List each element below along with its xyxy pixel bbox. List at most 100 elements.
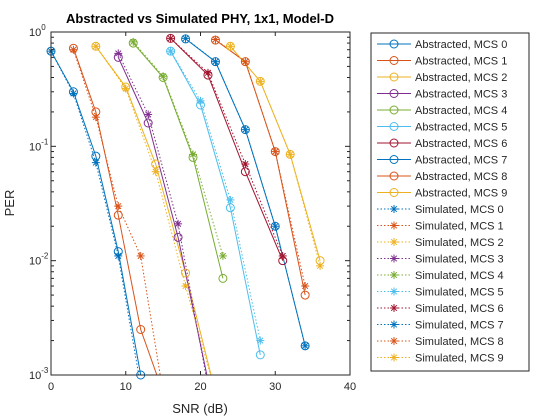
legend-marker-6	[389, 122, 399, 131]
legend-marker-3	[389, 72, 399, 82]
series-19-point	[271, 147, 280, 156]
legend-marker-8	[389, 155, 399, 164]
legend-marker-15	[390, 271, 398, 279]
legend-label-16: Simulated, MCS 5	[415, 287, 504, 299]
series-13-point	[91, 42, 100, 51]
series-11-point	[114, 251, 123, 260]
legend-label-19: Simulated, MCS 8	[415, 336, 504, 348]
legend-marker-16	[390, 287, 398, 296]
series-line-6	[170, 50, 261, 355]
series-line-11	[51, 50, 140, 375]
series-17-point	[166, 34, 175, 43]
series-4-point	[173, 232, 183, 242]
legend-box	[370, 32, 530, 372]
y-tick-label: 100	[29, 23, 46, 39]
legend-label-18: Simulated, MCS 7	[415, 320, 504, 332]
legend-marker-12	[390, 221, 398, 230]
legend-marker-5	[389, 105, 399, 115]
legend-label-3: Abstracted, MCS 2	[415, 72, 507, 84]
series-12-point	[91, 113, 100, 122]
legend-label-14: Simulated, MCS 3	[415, 254, 504, 266]
series-13-point	[181, 282, 190, 291]
y-tick-label: 10-1	[29, 137, 49, 153]
plot-area	[51, 32, 350, 375]
series-16-point	[166, 47, 175, 56]
series-19-point	[211, 35, 220, 44]
legend-label-7: Abstracted, MCS 6	[415, 138, 507, 150]
series-11-point	[69, 89, 78, 98]
series-16-point	[256, 336, 265, 345]
series-19-point	[241, 57, 250, 66]
series-3-point	[181, 268, 191, 278]
series-line-3	[95, 45, 212, 375]
series-15-point	[218, 251, 227, 260]
x-axis-label: SNR (dB)	[172, 401, 228, 416]
x-tick-label: 30	[269, 381, 281, 393]
series-13-point	[121, 84, 130, 93]
legend-marker-11	[390, 205, 398, 213]
series-20-point	[226, 42, 235, 51]
y-tick-base: 10	[29, 256, 41, 268]
series-line-17	[170, 37, 284, 257]
legend-marker-19	[390, 337, 398, 345]
series-18-point	[241, 125, 250, 134]
x-tick-label: 0	[48, 381, 54, 393]
y-tick-base: 10	[29, 27, 41, 39]
legend-label-15: Simulated, MCS 4	[415, 270, 504, 282]
series-line-7	[170, 37, 284, 261]
legend-label-12: Simulated, MCS 1	[415, 221, 504, 233]
series-18-point	[211, 57, 220, 66]
legend-marker-10	[389, 188, 399, 197]
y-tick-exponent: -2	[41, 252, 49, 261]
y-tick-base: 10	[29, 141, 41, 153]
series-14-point	[174, 219, 183, 228]
legend-marker-4	[389, 89, 399, 98]
y-tick-exponent: -1	[41, 137, 49, 146]
legend-label-1: Abstracted, MCS 0	[415, 39, 507, 51]
series-19-point	[301, 282, 310, 291]
series-14-point	[114, 49, 123, 58]
chart-title: Abstracted vs Simulated PHY, 1x1, Model-…	[66, 11, 334, 26]
y-tick-exponent: -3	[41, 366, 49, 375]
series-17-point	[278, 251, 287, 260]
series-18-point	[271, 222, 280, 231]
series-20-point	[316, 261, 325, 270]
legend-marker-18	[390, 320, 398, 329]
x-tick-label: 40	[344, 381, 356, 393]
legend-marker-14	[390, 254, 398, 263]
series-14-point	[144, 110, 153, 119]
legend-marker-1	[389, 39, 399, 49]
series-line-2	[72, 48, 158, 375]
series-13-point	[151, 167, 160, 176]
series-16-point	[226, 195, 235, 204]
series-15-point	[189, 150, 198, 159]
legend-label-5: Abstracted, MCS 4	[415, 105, 507, 117]
series-20-point	[286, 150, 295, 159]
legend-label-2: Abstracted, MCS 1	[415, 56, 507, 68]
series-line-15	[132, 41, 224, 257]
series-11-point	[91, 158, 100, 167]
series-12-point	[136, 251, 145, 260]
series-2-point	[136, 325, 146, 335]
legend-marker-9	[389, 171, 399, 181]
marker-layer	[46, 33, 325, 380]
series-line-4	[117, 57, 208, 375]
series-2-point	[113, 210, 123, 220]
y-tick-label: 10-2	[29, 252, 49, 268]
x-tick-label: 20	[194, 381, 206, 393]
series-4-point	[143, 118, 153, 128]
series-line-1	[51, 50, 142, 375]
legend-label-20: Simulated, MCS 9	[415, 353, 504, 365]
x-tick-label: 10	[120, 381, 132, 393]
legend-label-8: Abstracted, MCS 7	[415, 155, 507, 167]
y-axis-label: PER	[2, 190, 17, 217]
legend-label-9: Abstracted, MCS 8	[415, 171, 507, 183]
legend-marker-20	[390, 353, 398, 362]
legend-marker-13	[390, 238, 398, 246]
series-15-point	[159, 72, 168, 81]
legend-label-10: Abstracted, MCS 9	[415, 188, 507, 200]
legend-marker-2	[389, 56, 399, 65]
